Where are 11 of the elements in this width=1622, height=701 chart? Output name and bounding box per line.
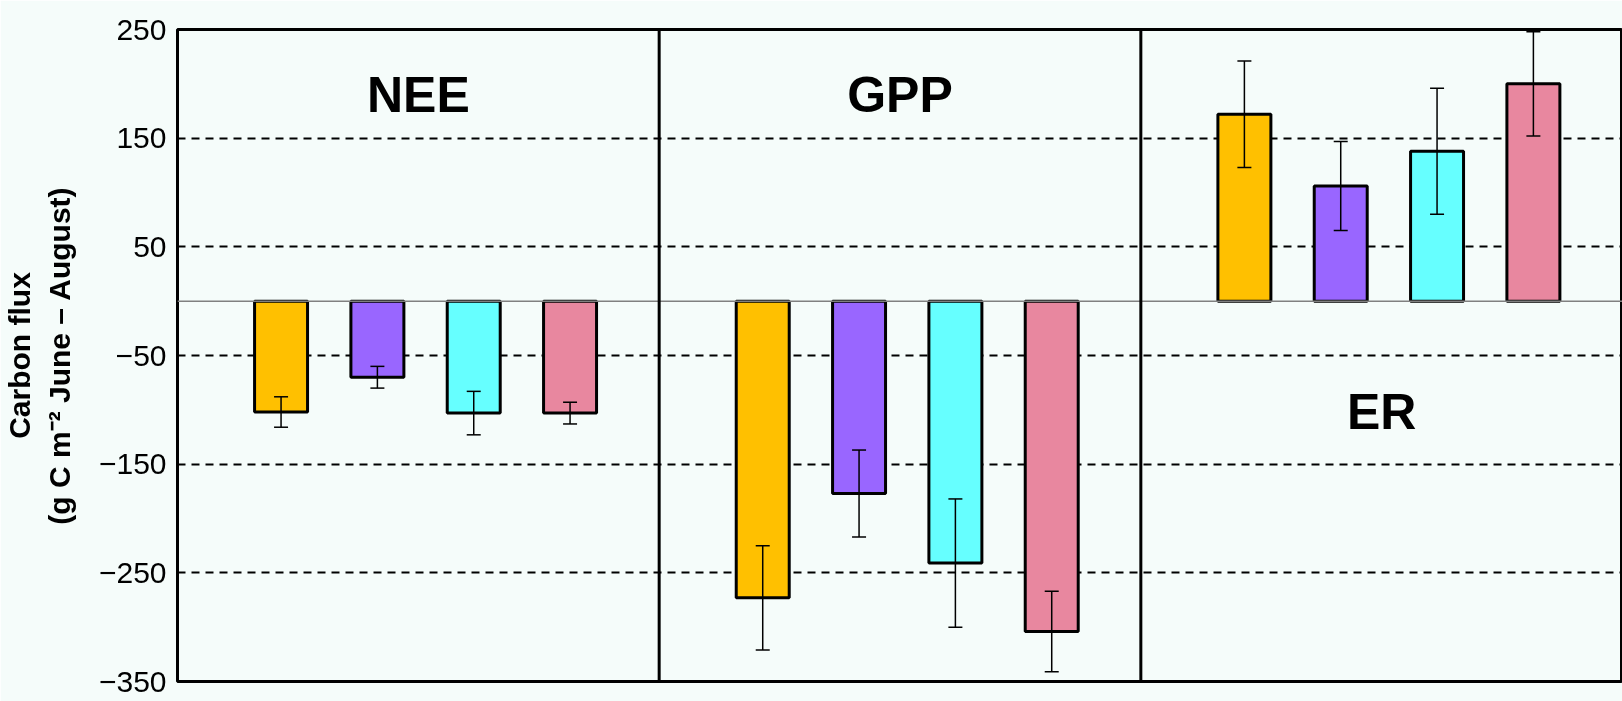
y-tick-label: 50 xyxy=(133,229,167,263)
x-tick-label: GPP xyxy=(847,66,953,123)
x-tick-label: NEE xyxy=(366,66,470,123)
y-tick-label: −50 xyxy=(115,338,167,372)
y-tick-label: −250 xyxy=(98,555,167,589)
y-tick-label: 150 xyxy=(116,121,167,155)
y-tick-label: 250 xyxy=(116,12,167,46)
x-tick-label: ER xyxy=(1346,384,1417,441)
y-tick-label: −350 xyxy=(98,664,167,698)
y-axis-title: Carbon flux (g C m⁻² June – August) xyxy=(3,187,76,525)
y-tick-label: −150 xyxy=(98,447,167,481)
